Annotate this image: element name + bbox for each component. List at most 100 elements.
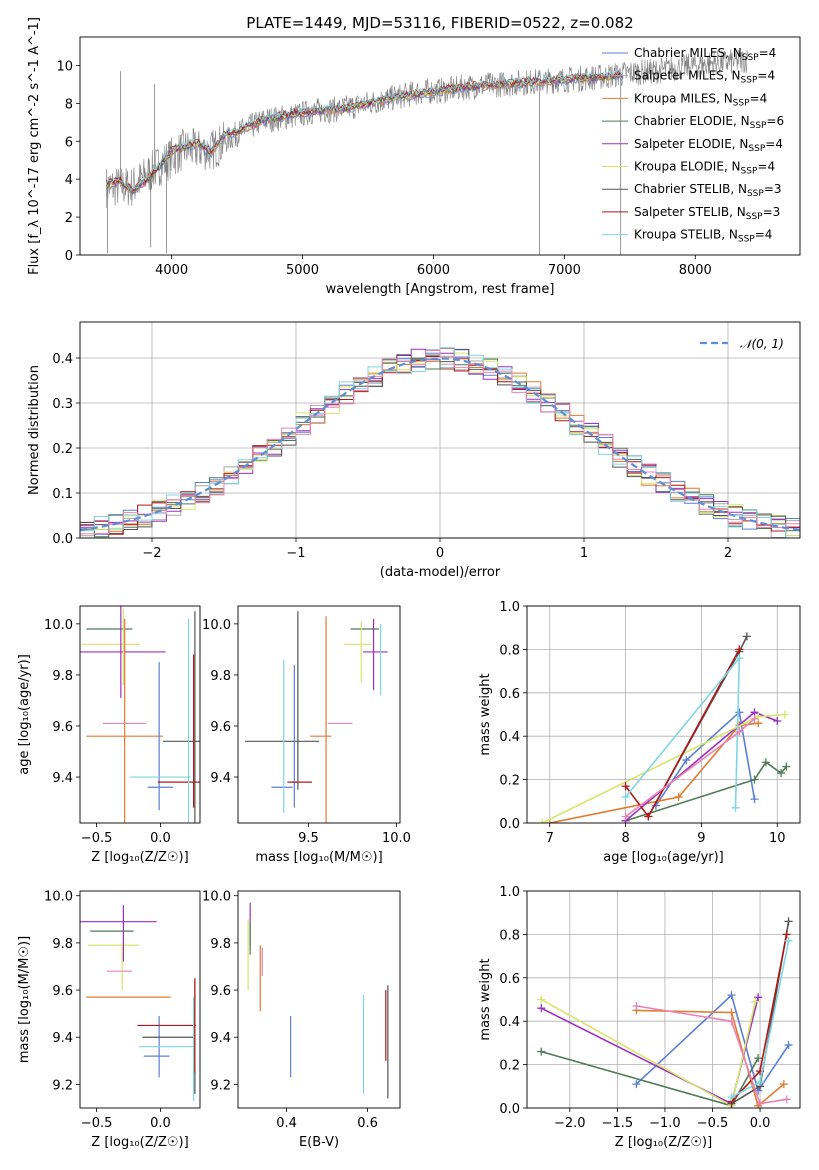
x-tick-label: 9 — [697, 831, 705, 846]
x-tick-label: 8 — [621, 831, 629, 846]
y-tick-label: 10.0 — [202, 890, 231, 905]
data-point-marker — [545, 819, 554, 823]
legend-label: Chabrier ELODIE, NSSP=6 — [634, 114, 784, 131]
x-axis-label: wavelength [Angstrom, rest frame] — [326, 282, 555, 297]
plot-area — [80, 347, 800, 538]
data-point-marker — [773, 717, 782, 726]
x-tick-label: 6000 — [417, 263, 450, 278]
y-axis-label: mass weight — [478, 958, 493, 1040]
y-tick-label: 0.6 — [499, 687, 520, 702]
x-tick-label: −1 — [286, 546, 305, 561]
y-tick-label: 0.1 — [52, 487, 73, 502]
axes-frame — [526, 605, 801, 824]
y-tick-label: 9.8 — [210, 669, 231, 684]
x-tick-label: −0.5 — [697, 1116, 729, 1131]
mass-vs-extinction-panel: 0.4 0.6 9.2 9.4 9.6 9.8 10.0 E(B-V) — [202, 890, 401, 1150]
y-tick-label: 9.8 — [52, 937, 73, 952]
y-tick-label: 10.0 — [202, 618, 231, 633]
data-point-marker — [632, 1080, 641, 1089]
data-point-marker — [727, 1008, 736, 1017]
data-point-marker — [761, 758, 770, 767]
data-point-marker — [751, 997, 760, 1006]
y-tick-label: 0.3 — [52, 397, 73, 412]
y-tick-label: 10 — [56, 59, 73, 74]
y-tick-label: 10.0 — [44, 890, 73, 905]
axes-frame — [79, 321, 801, 539]
x-tick-label: −1.0 — [649, 1116, 681, 1131]
y-axis-label: mass weight — [478, 673, 493, 755]
data-point-marker — [754, 993, 763, 1002]
axes-frame — [237, 605, 401, 824]
legend-label: Salpeter STELIB, NSSP=3 — [634, 205, 780, 222]
data-point-marker — [780, 710, 789, 719]
x-tick-label: −2.0 — [554, 1116, 586, 1131]
x-tick-label: 0.0 — [150, 1116, 171, 1131]
data-point-marker — [682, 756, 691, 765]
axes-frame — [526, 890, 801, 1109]
y-tick-label: 2 — [65, 211, 73, 226]
legend-label: Kroupa ELODIE, NSSP=4 — [634, 160, 775, 177]
plot-area — [537, 917, 793, 1108]
data-point-marker — [735, 727, 744, 736]
y-tick-label: 0.0 — [499, 817, 520, 832]
series-line — [549, 722, 759, 823]
y-tick-label: 9.4 — [52, 1031, 73, 1046]
y-tick-label: 4 — [65, 173, 73, 188]
age-vs-metallicity-panel: −0.5 0.0 9.4 9.6 9.8 10.0 Z [log₁₀(Z/Z☉)] age [… — [17, 605, 201, 865]
data-point-marker — [742, 632, 751, 641]
data-point-marker — [674, 792, 683, 801]
normal-distribution-curve — [80, 357, 800, 532]
y-tick-label: 0.8 — [499, 643, 520, 658]
x-tick-label: −1.5 — [602, 1116, 634, 1131]
x-tick-label: 7 — [546, 831, 554, 846]
axes-frame — [79, 605, 201, 824]
model-spectrum-line — [105, 72, 624, 196]
data-point-marker — [621, 782, 630, 791]
plot-area — [105, 48, 748, 255]
x-axis-label: mass [log₁₀(M/M☉)] — [255, 850, 382, 865]
data-point-marker — [731, 803, 740, 812]
histogram-step — [80, 350, 800, 535]
y-tick-label: 0.2 — [499, 774, 520, 789]
spectrum-panel: 4000 5000 6000 7000 8000 0 2 4 6 8 10 wavelength [A… — [27, 17, 801, 297]
x-tick-label: −0.5 — [81, 1116, 113, 1131]
data-point-marker — [735, 708, 744, 717]
x-tick-label: 2 — [724, 546, 732, 561]
series-line — [540, 997, 759, 1105]
model-spectrum-line — [105, 69, 624, 192]
x-tick-label: 0.0 — [750, 1116, 771, 1131]
mass-vs-metallicity-panel: −0.5 0.0 9.2 9.4 9.6 9.8 10.0 Z [log₁₀(Z/Z☉)] ma… — [17, 890, 201, 1150]
y-tick-label: 10.0 — [44, 618, 73, 633]
data-point-marker — [782, 930, 791, 939]
data-point-marker — [727, 1093, 736, 1102]
y-tick-label: 9.2 — [210, 1078, 231, 1093]
y-tick-label: 0 — [65, 249, 73, 264]
plot-area — [247, 902, 389, 1099]
x-axis-label: Z [log₁₀(Z/Z☉)] — [91, 850, 188, 865]
y-tick-label: 0.2 — [499, 1059, 520, 1074]
data-point-marker — [727, 991, 736, 1000]
x-tick-label: 10.0 — [382, 831, 411, 846]
data-point-marker — [784, 917, 793, 926]
y-tick-label: 9.8 — [210, 937, 231, 952]
y-axis-label: mass [log₁₀(M/M☉)] — [17, 936, 32, 1063]
y-tick-label: 0.2 — [52, 442, 73, 457]
plot-area — [245, 611, 388, 823]
data-point-marker — [537, 995, 546, 1004]
data-point-marker — [784, 1041, 793, 1050]
x-tick-label: 5000 — [286, 263, 319, 278]
data-point-marker — [644, 812, 653, 821]
data-point-marker — [538, 819, 547, 823]
y-tick-label: 0.8 — [499, 928, 520, 943]
legend-label: Kroupa MILES, NSSP=4 — [634, 91, 767, 108]
series-line — [540, 998, 757, 1108]
x-axis-label: age [log₁₀(age/yr)] — [603, 850, 724, 865]
x-tick-label: 7000 — [548, 263, 581, 278]
legend-label: Salpeter MILES, NSSP=4 — [634, 69, 775, 86]
x-tick-label: 0.0 — [150, 831, 171, 846]
data-point-marker — [727, 1017, 736, 1026]
y-tick-label: 1.0 — [499, 885, 520, 900]
y-tick-label: 9.4 — [52, 771, 73, 786]
y-tick-label: 9.6 — [210, 984, 231, 999]
